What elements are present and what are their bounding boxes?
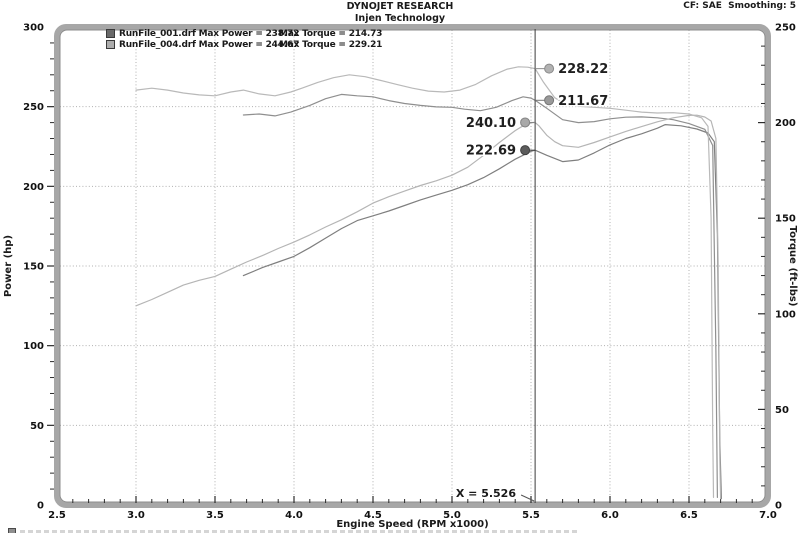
- cursor-readout-value-torque-004: 228.22: [558, 62, 608, 77]
- power-001-curve: [242, 124, 722, 500]
- x-tick-label: 5.5: [522, 510, 540, 521]
- torque-tick-label: 50: [775, 405, 789, 416]
- torque-tick-label: 100: [775, 309, 796, 320]
- power-tick-label: 250: [23, 102, 44, 113]
- legend-runfile-001-torque: Max Torque = 214.73: [279, 28, 383, 39]
- power-tick-label: 150: [23, 262, 44, 273]
- cursor-readout-dot-power-004: [520, 117, 531, 128]
- legend: RunFile_001.drf Max Power = 238.72 Max T…: [106, 28, 382, 50]
- correction-smoothing-label: CF: SAE Smoothing: 5: [683, 1, 796, 11]
- legend-swatch-runfile-004-icon: [106, 40, 115, 49]
- x-tick-label: 2.5: [48, 510, 66, 521]
- x-tick-label: 3.5: [206, 510, 224, 521]
- power-tick-label: 0: [37, 501, 44, 512]
- legend-runfile-004-power: RunFile_004.drf Max Power = 244.67: [119, 39, 300, 50]
- x-tick-label: 5.0: [443, 510, 461, 521]
- legend-runfile-001-power: RunFile_001.drf Max Power = 238.72: [119, 28, 300, 39]
- power-axis-title: Power (hp): [3, 234, 14, 298]
- x-tick-label: 6.5: [680, 510, 698, 521]
- power-004-curve: [135, 114, 722, 500]
- power-tick-label: 200: [23, 182, 44, 193]
- cursor-x-value-label: X = 5.526: [455, 487, 516, 500]
- legend-square-icon: [8, 528, 16, 533]
- x-tick-label: 6.0: [601, 510, 619, 521]
- plot-frame-inner: [59, 29, 766, 503]
- plot-frame: [54, 24, 771, 508]
- cursor-readout-dot-torque-001: [544, 95, 555, 106]
- power-tick-label: 300: [23, 23, 44, 34]
- legend-row-runfile-004: RunFile_004.drf Max Power = 244.67 Max T…: [106, 39, 382, 50]
- chart-header: DYNOJET RESEARCH Injen Technology: [0, 1, 800, 25]
- legend-row-runfile-001: RunFile_001.drf Max Power = 238.72 Max T…: [106, 28, 382, 39]
- cursor-readout-dot-power-001: [520, 145, 531, 156]
- rpm-axis-title: Engine Speed (RPM x1000): [336, 519, 489, 530]
- legend-runfile-004-torque: Max Torque = 229.21: [279, 39, 383, 50]
- power-tick-label: 100: [23, 341, 44, 352]
- torque-tick-label: 0: [775, 501, 782, 512]
- cropped-text-smudge: [20, 530, 580, 533]
- cursor-readout-value-torque-001: 211.67: [558, 94, 608, 109]
- cursor-readout-dot-torque-004: [544, 63, 555, 74]
- torque-tick-label: 150: [775, 214, 796, 225]
- chart-title: DYNOJET RESEARCH: [346, 1, 454, 12]
- x-tick-label: 4.5: [364, 510, 382, 521]
- cursor-readout-value-power-001: 222.69: [466, 144, 516, 159]
- chart-subtitle: Injen Technology: [354, 13, 446, 24]
- cropped-legend-row: [8, 528, 580, 533]
- x-tick-label: 4.0: [285, 510, 303, 521]
- torque-tick-label: 250: [775, 23, 796, 34]
- power-tick-label: 50: [30, 421, 44, 432]
- x-tick-label: 3.0: [127, 510, 145, 521]
- legend-swatch-runfile-001-icon: [106, 29, 115, 38]
- torque-tick-label: 200: [775, 118, 796, 129]
- cursor-readout-value-power-004: 240.10: [466, 116, 516, 131]
- x-tick-label: 7.0: [759, 510, 777, 521]
- torque-axis-title: Torque (ft-lbs): [787, 225, 798, 307]
- cursor-label-leader: [520, 494, 535, 502]
- torque-001-curve: [242, 93, 718, 498]
- torque-004-curve: [135, 66, 715, 498]
